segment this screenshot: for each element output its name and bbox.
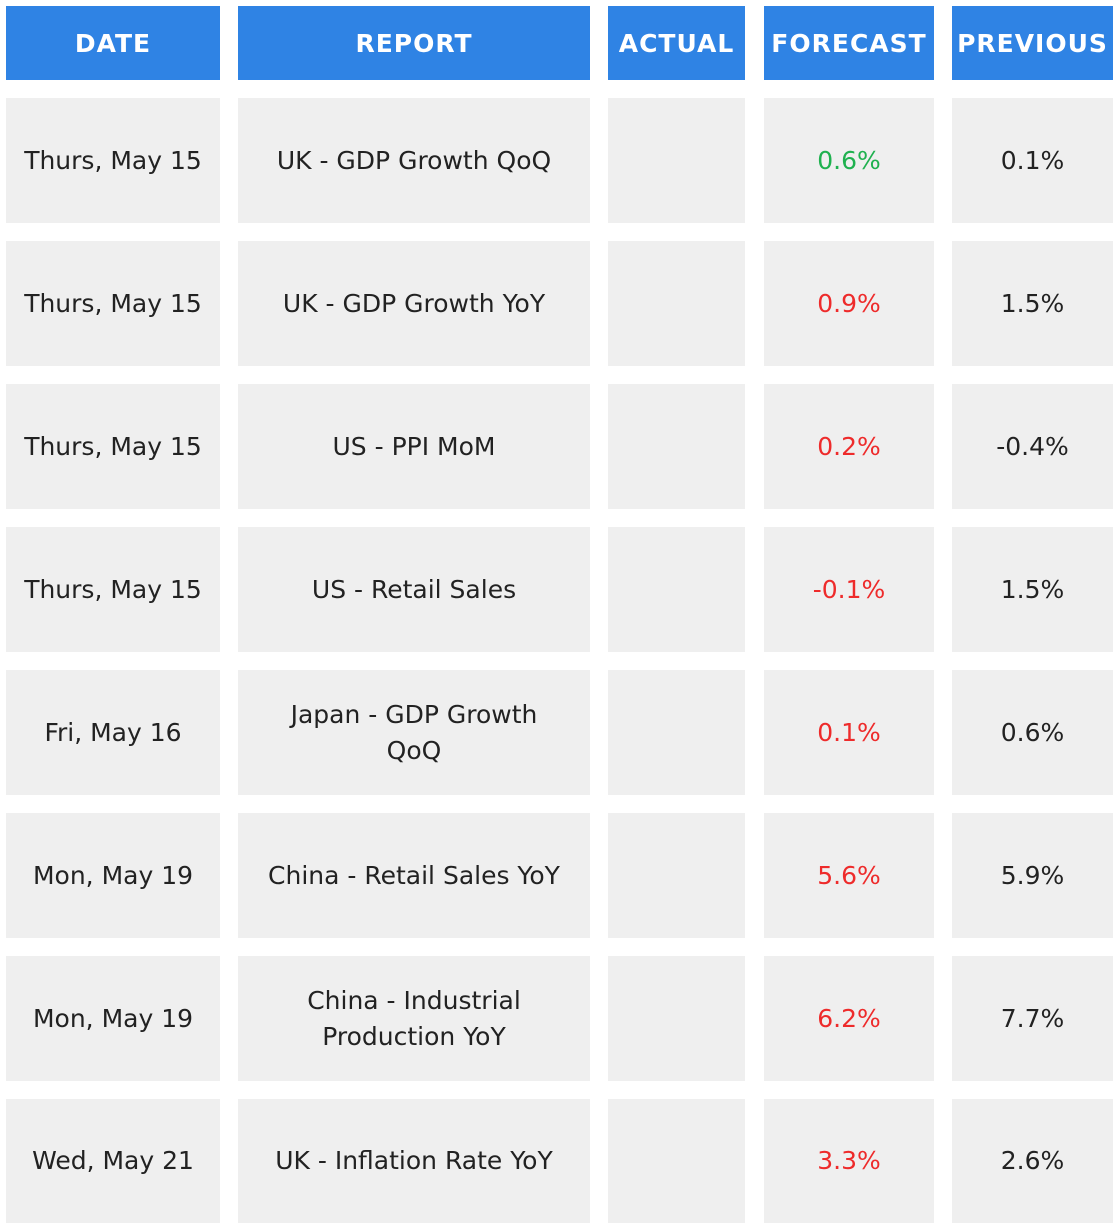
cell-report: UK - GDP Growth QoQ [238, 98, 590, 223]
cell-date: Thurs, May 15 [6, 98, 220, 223]
header-report: REPORT [238, 6, 590, 80]
cell-date: Mon, May 19 [6, 956, 220, 1081]
cell-previous: 1.5% [952, 527, 1113, 652]
cell-actual [608, 956, 745, 1081]
cell-previous: 5.9% [952, 813, 1113, 938]
cell-actual [608, 527, 745, 652]
cell-forecast: 0.1% [764, 670, 934, 795]
cell-forecast: 0.9% [764, 241, 934, 366]
cell-forecast: 5.6% [764, 813, 934, 938]
cell-actual [608, 1099, 745, 1223]
cell-actual [608, 241, 745, 366]
cell-previous: 0.1% [952, 98, 1113, 223]
cell-actual [608, 813, 745, 938]
header-date: DATE [6, 6, 220, 80]
cell-previous: 1.5% [952, 241, 1113, 366]
cell-actual [608, 384, 745, 509]
cell-report: UK - GDP Growth YoY [238, 241, 590, 366]
header-forecast: FORECAST [764, 6, 934, 80]
cell-previous: -0.4% [952, 384, 1113, 509]
cell-forecast: -0.1% [764, 527, 934, 652]
cell-actual [608, 98, 745, 223]
cell-date: Fri, May 16 [6, 670, 220, 795]
header-actual: ACTUAL [608, 6, 745, 80]
cell-report: US - PPI MoM [238, 384, 590, 509]
cell-report: Japan - GDP Growth QoQ [238, 670, 590, 795]
cell-date: Wed, May 21 [6, 1099, 220, 1223]
cell-previous: 0.6% [952, 670, 1113, 795]
cell-report: UK - Inflation Rate YoY [238, 1099, 590, 1223]
cell-date: Thurs, May 15 [6, 241, 220, 366]
cell-forecast: 6.2% [764, 956, 934, 1081]
cell-previous: 7.7% [952, 956, 1113, 1081]
cell-date: Thurs, May 15 [6, 384, 220, 509]
cell-report: US - Retail Sales [238, 527, 590, 652]
cell-report: China - Industrial Production YoY [238, 956, 590, 1081]
cell-report: China - Retail Sales YoY [238, 813, 590, 938]
cell-forecast: 3.3% [764, 1099, 934, 1223]
cell-date: Thurs, May 15 [6, 527, 220, 652]
cell-actual [608, 670, 745, 795]
cell-forecast: 0.2% [764, 384, 934, 509]
cell-date: Mon, May 19 [6, 813, 220, 938]
header-previous: PREVIOUS [952, 6, 1113, 80]
cell-previous: 2.6% [952, 1099, 1113, 1223]
cell-forecast: 0.6% [764, 98, 934, 223]
